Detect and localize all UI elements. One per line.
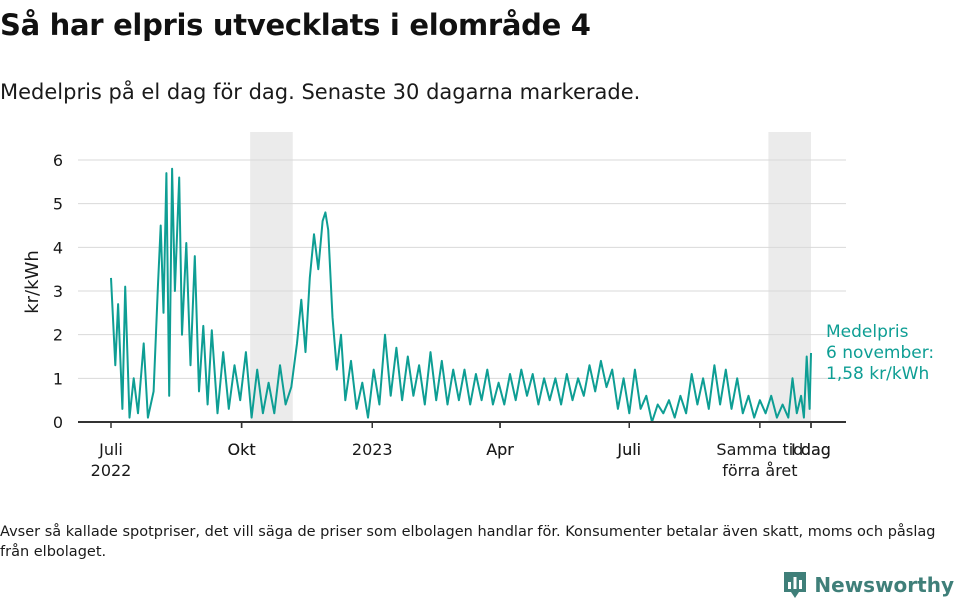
x-tick-label: Apr <box>486 440 514 459</box>
x-tick-label: Apr <box>486 440 514 459</box>
y-axis-label: kr/kWh <box>22 250 43 314</box>
series-line <box>110 167 812 423</box>
highlight-band <box>768 132 811 422</box>
bar-chart-icon <box>784 572 807 598</box>
chart-subtitle: Medelpris på el dag för dag. Senaste 30 … <box>0 80 641 104</box>
x-tick-labels: Juli 2022 Okt 2023 Apr Juli Samma tid förra åre… <box>91 422 831 480</box>
x-tick-label: förra året <box>722 461 797 480</box>
line-chart: kr/kWh 0 1 2 3 4 5 6 Juli 2022 Okt 2023 Apr Juli Sam… <box>22 132 934 480</box>
chart-title: Så har elpris utvecklats i elområde 4 <box>0 8 591 42</box>
x-tick-label: I dag <box>791 440 831 459</box>
x-tick-label: Okt <box>228 440 256 459</box>
annotation-line: 1,58 kr/kWh <box>826 364 929 384</box>
y-tick-label: 4 <box>53 238 63 257</box>
y-gridlines <box>78 159 846 379</box>
x-tick-label: Juli <box>98 440 123 459</box>
x-tick-label: I dag <box>791 440 831 459</box>
annotation-line: 6 november: <box>826 343 934 363</box>
y-tick-label: 6 <box>53 151 63 170</box>
annotation-line: Medelpris <box>826 322 909 342</box>
y-tick-labels: 0 1 2 3 4 5 6 <box>53 151 63 432</box>
newsworthy-logo: Newsworthy <box>782 568 954 602</box>
footnote: Avser så kallade spotpriser, det vill sä… <box>0 524 936 560</box>
x-tick-label: Juli <box>616 440 641 459</box>
y-tick-label: 1 <box>53 369 63 388</box>
brand-name: Newsworthy <box>814 573 954 597</box>
x-tick-label: 2023 <box>352 440 393 459</box>
y-tick-label: 0 <box>53 413 63 432</box>
x-tick-label: Juli <box>616 440 641 459</box>
x-tick-label: Okt <box>228 440 256 459</box>
x-tick-label: 2022 <box>91 461 132 480</box>
x-tick-label: Samma tid <box>716 440 803 459</box>
y-tick-label: 2 <box>53 326 63 345</box>
series-price <box>110 167 812 423</box>
y-tick-label: 3 <box>53 282 63 301</box>
y-tick-label: 5 <box>53 195 63 214</box>
